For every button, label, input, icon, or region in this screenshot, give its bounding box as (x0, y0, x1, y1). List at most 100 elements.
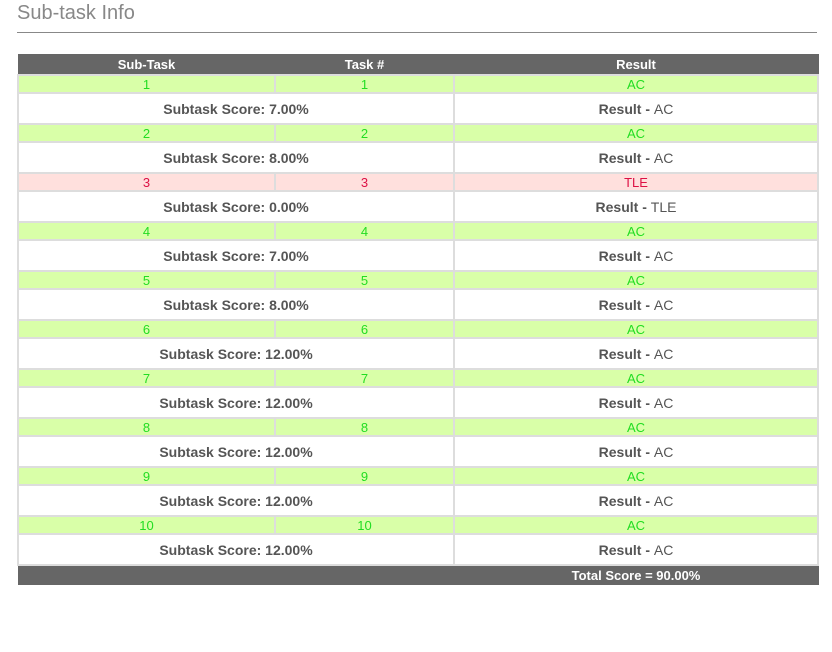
subtask-score: Subtask Score: 12.00% (17, 533, 455, 566)
subtask-score-value: 0.00% (269, 198, 309, 215)
subtask-result: Result - AC (453, 92, 819, 125)
subtask-number: 9 (17, 466, 276, 486)
subtask-result-label: Result - (598, 394, 654, 411)
subtask-score-value: 7.00% (269, 247, 309, 264)
column-header-result: Result (453, 54, 819, 76)
subtask-result: Result - AC (453, 386, 819, 419)
subtask-result: Result - AC (453, 288, 819, 321)
task-row: 10 10 AC (17, 515, 819, 535)
subtask-result: Result - AC (453, 533, 819, 566)
column-header-subtask: Sub-Task (17, 54, 276, 76)
task-result: AC (453, 123, 819, 143)
subtask-result: Result - AC (453, 484, 819, 517)
subtask-result-value: TLE (650, 198, 677, 215)
task-number: 6 (274, 319, 455, 339)
subtask-score-value: 12.00% (265, 443, 313, 460)
subtask-score-label: Subtask Score: (159, 443, 266, 460)
subtask-result-label: Result - (598, 100, 654, 117)
task-row: 5 5 AC (17, 270, 819, 290)
task-number: 2 (274, 123, 455, 143)
subtask-score-value: 7.00% (269, 100, 309, 117)
task-row: 8 8 AC (17, 417, 819, 437)
subtask-result: Result - TLE (453, 190, 819, 223)
subtask-score: Subtask Score: 8.00% (17, 141, 455, 174)
subtask-result-label: Result - (598, 345, 654, 362)
subtask-score-row: Subtask Score: 12.00% Result - AC (17, 533, 819, 566)
subtask-score-value: 8.00% (269, 149, 309, 166)
subtask-table: Sub-Task Task # Result 1 1 AC Subtask Sc… (17, 54, 819, 585)
subtask-score-label: Subtask Score: (159, 492, 266, 509)
task-row: 4 4 AC (17, 221, 819, 241)
subtask-score: Subtask Score: 12.00% (17, 386, 455, 419)
subtask-score-value: 12.00% (265, 541, 313, 558)
subtask-result-value: AC (653, 345, 674, 362)
subtask-score-row: Subtask Score: 8.00% Result - AC (17, 288, 819, 321)
subtask-result-value: AC (653, 149, 674, 166)
subtask-result-value: AC (653, 394, 674, 411)
subtask-score: Subtask Score: 7.00% (17, 92, 455, 125)
subtask-number: 8 (17, 417, 276, 437)
subtask-result-value: AC (653, 247, 674, 264)
subtask-number: 3 (17, 172, 276, 192)
task-row: 1 1 AC (17, 74, 819, 94)
subtask-result: Result - AC (453, 337, 819, 370)
subtask-score-row: Subtask Score: 12.00% Result - AC (17, 386, 819, 419)
subtask-result-value: AC (653, 492, 674, 509)
subtask-score: Subtask Score: 12.00% (17, 484, 455, 517)
task-number: 4 (274, 221, 455, 241)
subtask-result-value: AC (653, 541, 674, 558)
task-result: AC (453, 515, 819, 535)
task-row: 2 2 AC (17, 123, 819, 143)
table-header-row: Sub-Task Task # Result (17, 54, 819, 76)
task-result: AC (453, 319, 819, 339)
subtask-score-row: Subtask Score: 12.00% Result - AC (17, 484, 819, 517)
subtask-result-label: Result - (598, 443, 654, 460)
task-number: 1 (274, 74, 455, 94)
subtask-number: 5 (17, 270, 276, 290)
subtask-score-row: Subtask Score: 7.00% Result - AC (17, 92, 819, 125)
task-result: AC (453, 417, 819, 437)
title-divider (17, 32, 817, 33)
subtask-result: Result - AC (453, 141, 819, 174)
subtask-score-row: Subtask Score: 0.00% Result - TLE (17, 190, 819, 223)
subtask-score-row: Subtask Score: 12.00% Result - AC (17, 435, 819, 468)
subtask-result-label: Result - (595, 198, 651, 215)
subtask-score-value: 12.00% (265, 394, 313, 411)
subtask-result-value: AC (653, 296, 674, 313)
subtask-score-label: Subtask Score: (163, 247, 270, 264)
subtask-result: Result - AC (453, 239, 819, 272)
subtask-number: 10 (17, 515, 276, 535)
subtask-result: Result - AC (453, 435, 819, 468)
subtask-score-value: 8.00% (269, 296, 309, 313)
subtask-score-label: Subtask Score: (159, 394, 266, 411)
task-result: AC (453, 221, 819, 241)
subtask-score-label: Subtask Score: (163, 296, 270, 313)
task-row: 3 3 TLE (17, 172, 819, 192)
subtask-result-label: Result - (598, 541, 654, 558)
subtask-result-label: Result - (598, 492, 654, 509)
section-title: Sub-task Info (17, 2, 135, 24)
subtask-score-row: Subtask Score: 7.00% Result - AC (17, 239, 819, 272)
column-header-task: Task # (274, 54, 455, 76)
task-result: AC (453, 74, 819, 94)
task-row: 7 7 AC (17, 368, 819, 388)
subtask-result-value: AC (653, 100, 674, 117)
subtask-table-body: 1 1 AC Subtask Score: 7.00% Result - AC … (17, 74, 819, 566)
task-result: AC (453, 466, 819, 486)
subtask-result-value: AC (653, 443, 674, 460)
subtask-score-label: Subtask Score: (163, 149, 270, 166)
subtask-result-label: Result - (598, 296, 654, 313)
subtask-number: 1 (17, 74, 276, 94)
task-row: 9 9 AC (17, 466, 819, 486)
task-number: 7 (274, 368, 455, 388)
task-result: AC (453, 368, 819, 388)
subtask-score-label: Subtask Score: (163, 198, 270, 215)
subtask-score-row: Subtask Score: 12.00% Result - AC (17, 337, 819, 370)
subtask-score: Subtask Score: 12.00% (17, 435, 455, 468)
subtask-score: Subtask Score: 12.00% (17, 337, 455, 370)
total-score-spacer (17, 564, 455, 585)
subtask-score-value: 12.00% (265, 345, 313, 362)
task-number: 5 (274, 270, 455, 290)
subtask-number: 6 (17, 319, 276, 339)
task-number: 3 (274, 172, 455, 192)
